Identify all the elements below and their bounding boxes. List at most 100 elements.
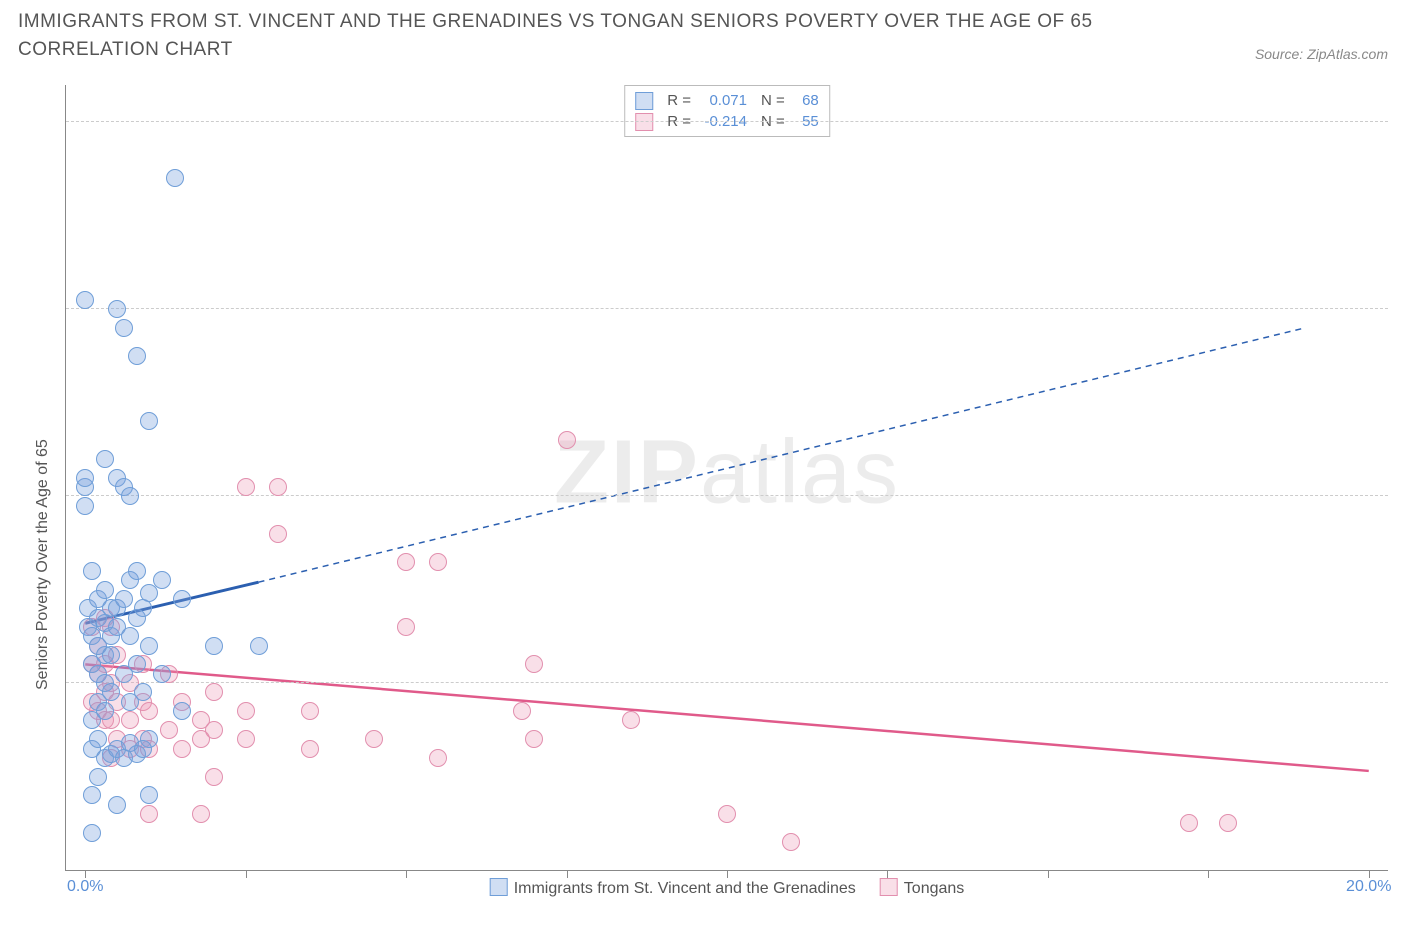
point-series-a <box>96 702 114 720</box>
point-series-a <box>115 319 133 337</box>
point-series-b <box>397 553 415 571</box>
watermark: ZIPatlas <box>554 421 900 524</box>
y-tick-label: 30.0% <box>1398 282 1406 300</box>
point-series-a <box>102 646 120 664</box>
point-series-a <box>121 627 139 645</box>
point-series-b <box>1219 814 1237 832</box>
point-series-b <box>301 740 319 758</box>
point-series-b <box>205 721 223 739</box>
point-series-a <box>250 637 268 655</box>
point-series-b <box>237 730 255 748</box>
legend-swatch <box>880 878 898 896</box>
point-series-a <box>140 730 158 748</box>
point-series-a <box>102 683 120 701</box>
point-series-a <box>140 412 158 430</box>
point-series-b <box>237 702 255 720</box>
gridline <box>66 121 1388 122</box>
r-value: 0.071 <box>699 90 747 111</box>
point-series-a <box>89 768 107 786</box>
x-tick <box>1369 870 1370 878</box>
gridline <box>66 682 1388 683</box>
point-series-a <box>153 665 171 683</box>
point-series-b <box>718 805 736 823</box>
point-series-b <box>429 749 447 767</box>
x-tick <box>85 870 86 878</box>
point-series-a <box>76 497 94 515</box>
point-series-a <box>134 683 152 701</box>
x-tick <box>887 870 888 878</box>
x-tick <box>1048 870 1049 878</box>
point-series-a <box>96 450 114 468</box>
stats-legend-row: R = 0.071 N = 68 <box>635 90 819 111</box>
chart-title: IMMIGRANTS FROM ST. VINCENT AND THE GREN… <box>18 8 1118 63</box>
point-series-a <box>173 590 191 608</box>
point-series-b <box>365 730 383 748</box>
point-series-b <box>160 721 178 739</box>
watermark-bold: ZIP <box>554 422 700 522</box>
point-series-b <box>525 730 543 748</box>
x-legend-label: Tongans <box>904 880 965 897</box>
point-series-a <box>108 796 126 814</box>
x-legend: Immigrants from St. Vincent and the Gren… <box>490 878 965 898</box>
point-series-b <box>140 702 158 720</box>
point-series-b <box>205 768 223 786</box>
point-series-b <box>121 711 139 729</box>
n-value: 68 <box>793 90 819 111</box>
point-series-a <box>83 824 101 842</box>
point-series-b <box>269 525 287 543</box>
point-series-a <box>166 169 184 187</box>
y-tick-label: 10.0% <box>1398 656 1406 674</box>
point-series-a <box>108 300 126 318</box>
point-series-b <box>429 553 447 571</box>
point-series-a <box>128 655 146 673</box>
r-label: R = <box>667 90 691 111</box>
point-series-a <box>96 581 114 599</box>
x-tick <box>406 870 407 878</box>
source-label: Source: ZipAtlas.com <box>1255 46 1388 62</box>
point-series-b <box>782 833 800 851</box>
point-series-a <box>83 786 101 804</box>
point-series-b <box>513 702 531 720</box>
point-series-a <box>76 469 94 487</box>
y-tick-label: 40.0% <box>1398 95 1406 113</box>
x-tick <box>1208 870 1209 878</box>
point-series-b <box>301 702 319 720</box>
point-series-a <box>128 562 146 580</box>
stats-legend: R =0.071N =68R =-0.214N =55 <box>624 85 830 137</box>
point-series-a <box>140 786 158 804</box>
y-tick-label: 20.0% <box>1398 469 1406 487</box>
point-series-b <box>558 431 576 449</box>
point-series-b <box>237 478 255 496</box>
x-tick <box>246 870 247 878</box>
gridline <box>66 495 1388 496</box>
x-tick-label: 20.0% <box>1346 878 1391 896</box>
x-legend-label: Immigrants from St. Vincent and the Gren… <box>514 880 856 897</box>
point-series-a <box>140 637 158 655</box>
x-tick-label: 0.0% <box>67 878 103 896</box>
point-series-b <box>192 805 210 823</box>
point-series-b <box>525 655 543 673</box>
x-legend-item: Immigrants from St. Vincent and the Gren… <box>490 878 856 898</box>
point-series-a <box>205 637 223 655</box>
legend-swatch <box>490 878 508 896</box>
point-series-a <box>115 590 133 608</box>
watermark-rest: atlas <box>700 422 900 522</box>
point-series-b <box>1180 814 1198 832</box>
point-series-b <box>622 711 640 729</box>
point-series-a <box>153 571 171 589</box>
trend-lines-layer <box>66 85 1388 870</box>
point-series-a <box>89 730 107 748</box>
point-series-b <box>205 683 223 701</box>
plot-area: ZIPatlas R =0.071N =68R =-0.214N =55 Imm… <box>65 85 1388 871</box>
point-series-a <box>128 347 146 365</box>
point-series-a <box>173 702 191 720</box>
gridline <box>66 308 1388 309</box>
point-series-b <box>173 740 191 758</box>
point-series-b <box>269 478 287 496</box>
legend-swatch <box>635 92 653 110</box>
point-series-a <box>76 291 94 309</box>
point-series-a <box>121 487 139 505</box>
x-tick <box>727 870 728 878</box>
point-series-b <box>397 618 415 636</box>
n-label: N = <box>761 90 785 111</box>
